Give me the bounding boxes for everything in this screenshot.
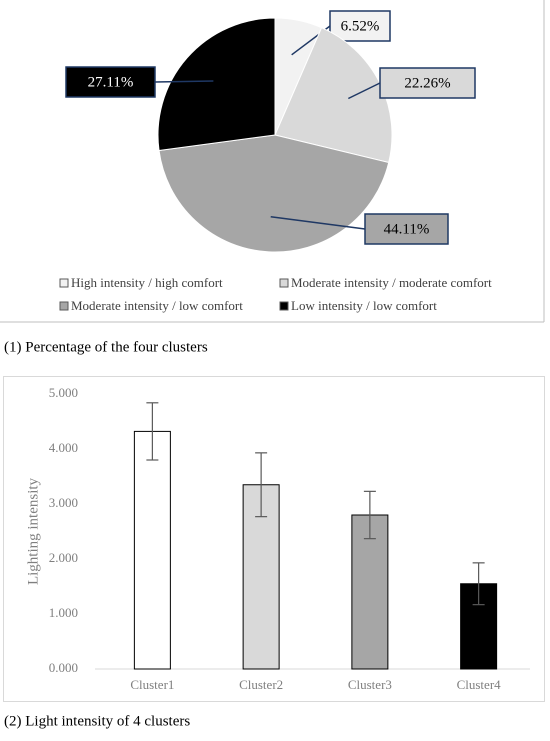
y-tick-label: 3.000: [49, 495, 78, 510]
y-tick-label: 5.000: [49, 385, 78, 400]
legend-label: Moderate intensity / moderate comfort: [291, 275, 492, 290]
callout-box: [379, 67, 476, 99]
legend-swatch: [279, 301, 289, 311]
legend-swatch: [59, 301, 69, 311]
legend-label: Low intensity / low comfort: [291, 298, 437, 313]
data-label: 27.11%: [88, 74, 134, 90]
y-tick-label: 4.000: [49, 440, 78, 455]
caption: (2) Light intensity of 4 clusters: [4, 713, 190, 729]
callout-pointer: [154, 80, 214, 83]
y-tick-label: 2.000: [49, 550, 78, 565]
callout-box: [364, 213, 449, 245]
data-label: 22.26%: [404, 75, 450, 91]
data-label: 44.11%: [384, 221, 430, 237]
frame: [3, 376, 545, 702]
callout-pointer: [347, 82, 381, 100]
x-tick-label: Cluster2: [239, 677, 283, 692]
x-tick-label: Cluster4: [457, 677, 502, 692]
legend-swatch: [59, 278, 69, 288]
callout-pointer: [270, 216, 366, 230]
legend-label: Moderate intensity / low comfort: [71, 298, 243, 313]
data-label: 6.52%: [341, 18, 380, 34]
callout-box: [329, 10, 391, 42]
legend-label: High intensity / high comfort: [71, 275, 223, 290]
x-tick-label: Cluster1: [130, 677, 174, 692]
callout-box: [65, 66, 156, 98]
y-tick-label: 1.000: [49, 605, 78, 620]
legend-swatch: [279, 278, 289, 288]
bar: [133, 430, 171, 670]
pie-slice: [158, 134, 390, 253]
pie-slice: [157, 17, 276, 152]
x-tick-label: Cluster3: [348, 677, 392, 692]
caption: (1) Percentage of the four clusters: [4, 339, 208, 355]
y-tick-label: 0.000: [49, 660, 78, 675]
y-axis-title: Lighting intensity: [25, 477, 41, 585]
bar: [351, 514, 389, 670]
